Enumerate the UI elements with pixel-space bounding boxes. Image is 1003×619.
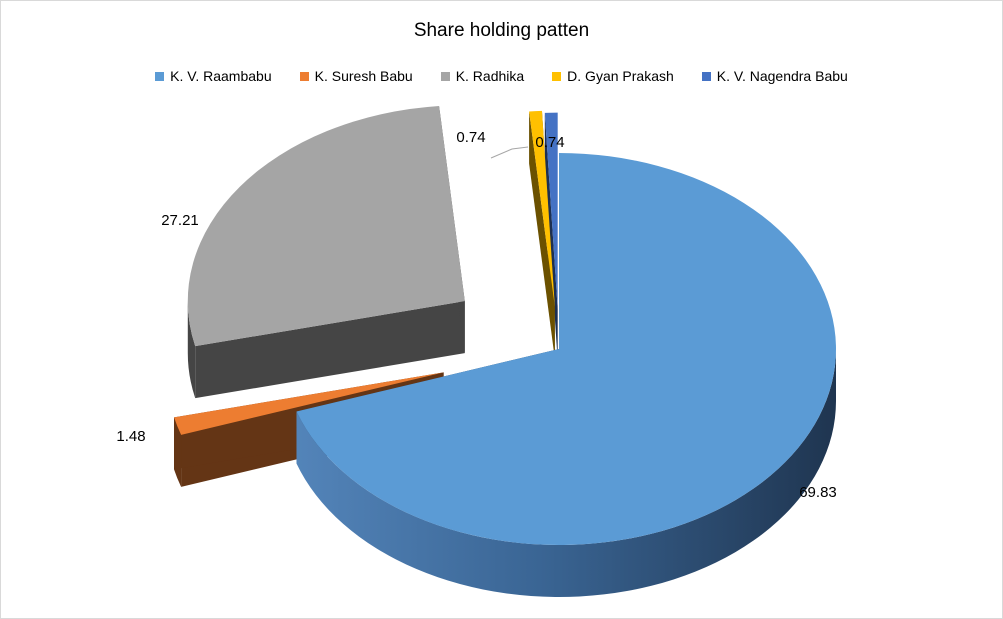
slice-top	[174, 372, 444, 435]
legend-label: K. Suresh Babu	[314, 68, 413, 84]
slice-side	[174, 417, 182, 487]
pie-slice-4	[544, 112, 558, 361]
slice-top	[544, 112, 558, 309]
chart-title: Share holding patten	[413, 20, 590, 41]
legend-entry: D. Gyan Prakash	[552, 68, 674, 84]
leader-line	[490, 146, 529, 159]
legend-label: K. V. Nagendra Babu	[716, 68, 848, 84]
data-label: 27.21	[161, 212, 199, 229]
data-label: 0.74	[535, 134, 564, 151]
data-label: 1.48	[116, 428, 145, 445]
slice-wall	[195, 301, 465, 399]
slice-top	[296, 153, 836, 545]
legend-entry: K. Suresh Babu	[299, 68, 413, 84]
pie-slice-3	[529, 110, 555, 359]
slice-top	[187, 105, 465, 347]
legend-swatch	[155, 71, 165, 81]
legend-entry: K. V. Nagendra Babu	[701, 68, 848, 84]
slice-wall	[529, 111, 555, 359]
legend-swatch	[299, 71, 309, 81]
legend-label: D. Gyan Prakash	[567, 68, 674, 84]
legend-swatch	[701, 71, 711, 81]
pie-slice-2	[187, 105, 465, 399]
legend-entry: K. Radhika	[440, 68, 525, 84]
legend-label: K. Radhika	[455, 68, 525, 84]
legend-entry: K. V. Raambabu	[155, 68, 272, 84]
slice-side	[187, 301, 196, 399]
legend: K. V. Raambabu K. Suresh Babu K. Radhika D.…	[0, 68, 1003, 84]
legend-swatch	[552, 71, 562, 81]
slice-wall	[544, 112, 558, 361]
slice-top	[529, 110, 555, 307]
legend-label: K. V. Raambabu	[170, 68, 272, 84]
pie-slice-0	[296, 153, 836, 597]
legend-swatch	[440, 71, 450, 81]
data-label: 0.74	[456, 129, 485, 146]
data-label: 69.83	[799, 484, 837, 501]
slice-side	[296, 349, 836, 597]
